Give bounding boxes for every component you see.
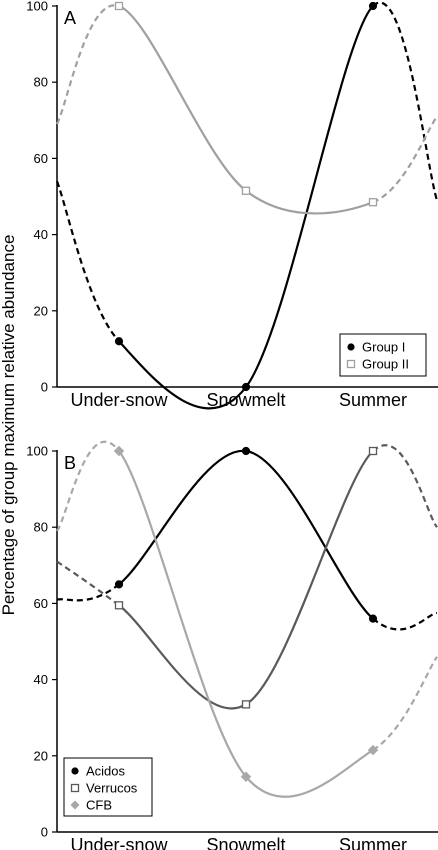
data-point	[368, 1, 378, 11]
series-edge-line-left	[55, 180, 120, 343]
data-point	[241, 446, 251, 456]
y-tick-label: 0	[41, 380, 48, 395]
y-axis-label: Percentage of group maximum relative abu…	[0, 235, 18, 616]
series-edge-line-right	[372, 611, 438, 631]
data-point	[114, 1, 124, 11]
data-point	[241, 186, 251, 195]
y-tick-label: 0	[41, 825, 48, 840]
data-point	[113, 445, 125, 457]
legend-label: CFB	[86, 798, 112, 813]
data-point	[241, 700, 251, 709]
data-point	[367, 744, 379, 756]
series-edge-line-right	[372, 115, 438, 204]
panel-b: 0 20 40 60 80 100 Under-snow Snowmelt Summer B Aci…	[26, 440, 438, 850]
series-edge-line-left	[56, 440, 120, 532]
legend-marker	[71, 767, 79, 775]
y-tick-label: 20	[34, 748, 48, 763]
y-tick-label: 60	[34, 596, 48, 611]
panel-label: A	[64, 8, 76, 28]
data-point	[240, 771, 252, 782]
x-category-label: Summer	[339, 835, 407, 850]
series-edge-line-right	[372, 656, 438, 752]
x-category-label: Summer	[339, 390, 407, 410]
legend-label: Verrucos	[86, 781, 138, 796]
legend-label: Group I	[362, 340, 405, 355]
data-point	[114, 601, 124, 610]
data-point	[241, 382, 251, 392]
legend-label: Group II	[362, 357, 409, 372]
data-point	[368, 614, 378, 623]
x-category-label: Under-snow	[70, 390, 168, 410]
y-tick-label: 80	[34, 520, 48, 535]
data-point	[114, 580, 124, 589]
y-tick-label: 20	[34, 303, 48, 318]
data-point	[114, 337, 124, 346]
series-edge-line-right	[372, 444, 438, 528]
legend-marker	[70, 783, 80, 793]
x-category-label: Under-snow	[70, 835, 168, 850]
y-tick-label: 40	[34, 227, 48, 242]
legend: Acidos Verrucos CFB	[63, 757, 153, 817]
data-point	[368, 446, 378, 456]
legend-marker	[70, 800, 80, 810]
series-line	[118, 5, 374, 410]
series-line	[118, 450, 374, 798]
series-line	[118, 449, 374, 620]
series-edge-line-left	[56, 560, 120, 607]
series-line	[118, 4, 374, 215]
series-edge-line-right	[372, 1, 438, 201]
series-edge-line-left	[56, 4, 120, 125]
series-line	[118, 450, 374, 710]
data-point	[368, 198, 378, 207]
x-category-label: Snowmelt	[206, 835, 285, 850]
y-tick-label: 40	[34, 672, 48, 687]
y-tick-label: 80	[34, 75, 48, 90]
y-tick-label: 60	[34, 151, 48, 166]
legend-marker	[347, 343, 355, 351]
legend-marker	[346, 359, 356, 369]
y-tick-label: 100	[26, 0, 48, 14]
y-tick-label: 100	[26, 444, 48, 459]
series-edge-line-left	[56, 583, 120, 602]
legend-box	[339, 333, 427, 377]
legend-label: Acidos	[86, 764, 126, 779]
panel-label: B	[64, 453, 76, 473]
legend: Group I Group II	[339, 333, 427, 377]
